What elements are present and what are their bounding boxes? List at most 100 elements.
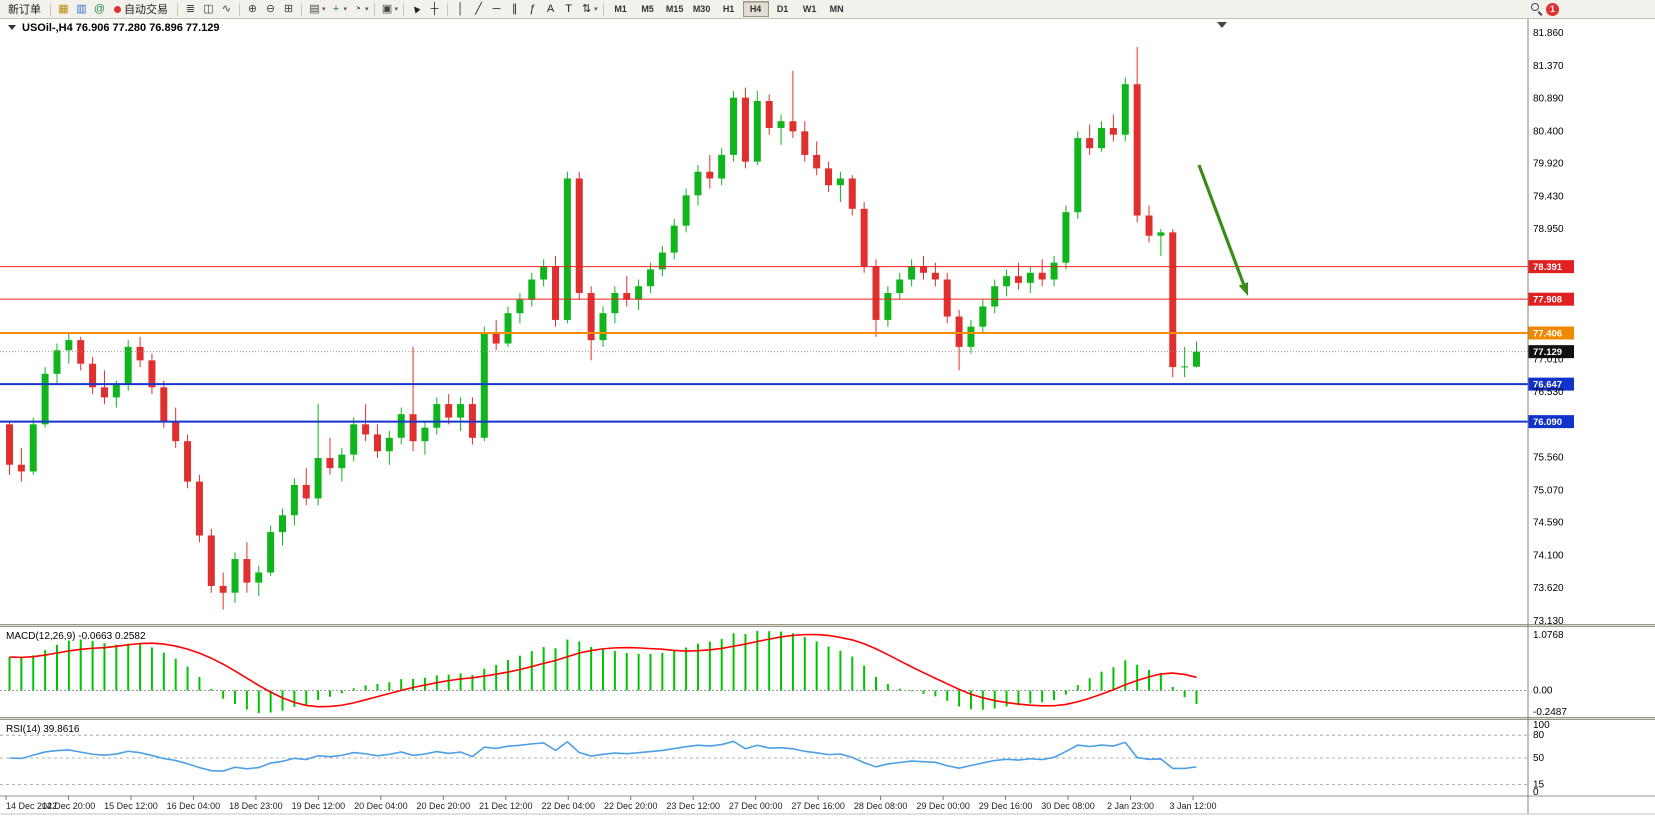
timeframe-m1[interactable]: M1	[614, 4, 627, 14]
price-axis-tick: 80.890	[1533, 93, 1564, 104]
candle-body	[17, 464, 25, 472]
price-axis-tick: 79.430	[1533, 192, 1564, 203]
trend-arrow-annotation[interactable]	[1197, 164, 1245, 285]
tile-windows-icon[interactable]: ⊞	[283, 2, 294, 15]
timeframe-m15[interactable]: M15	[665, 4, 684, 14]
price-axis-tick: 75.560	[1533, 452, 1564, 463]
autotrading-button-status-dot	[114, 5, 121, 13]
candle-body	[635, 286, 643, 300]
zoom-in-icon[interactable]: ⊕	[247, 2, 258, 15]
navigator-icon[interactable]: @	[93, 2, 106, 15]
candle-body	[741, 97, 749, 162]
timeframe-w1[interactable]: W1	[802, 4, 817, 14]
candle-body	[575, 178, 583, 293]
candle-body	[77, 340, 85, 364]
cursor-icon[interactable]: ▲	[408, 0, 425, 17]
period-icon[interactable]: ◔	[354, 2, 361, 15]
time-axis-label: 22 Dec 20:00	[604, 801, 658, 811]
period-icon-caret[interactable]: ▾	[365, 6, 369, 13]
market-watch-icon[interactable]: ▦	[58, 2, 69, 15]
candle-body	[1109, 127, 1117, 135]
candlestick-chart-icon[interactable]: ◫	[203, 2, 214, 15]
time-axis-label: 23 Dec 12:00	[666, 801, 720, 811]
candles	[6, 47, 1200, 610]
candle-body	[967, 326, 975, 347]
arrows-icon[interactable]: ⇅	[581, 2, 592, 15]
trendline-icon[interactable]: ╱	[475, 2, 482, 15]
price-axis[interactable]: 78.391 77.908 77.406 77.129 76.647 76.090 81.8…	[1528, 28, 1574, 798]
support-line-lower-tag	[1528, 415, 1574, 429]
timeframe-m5[interactable]: M5	[641, 4, 654, 14]
candle-body	[599, 313, 607, 341]
notification-badge[interactable]: 1	[1546, 2, 1559, 16]
new-chart-icon-caret[interactable]: ▾	[343, 6, 348, 13]
rsi-axis-tick: 0	[1533, 787, 1539, 798]
label-icon[interactable]: T	[565, 2, 572, 15]
candle-body	[350, 424, 358, 455]
arrows-icon-caret[interactable]: ▾	[594, 6, 598, 13]
candle-body	[112, 383, 120, 398]
timeframe-h4[interactable]: H4	[742, 1, 769, 17]
search-icon[interactable]	[1528, 2, 1545, 17]
chart-canvas[interactable]: 78.391 77.908 77.406 77.129 76.647 76.090 81.8…	[0, 19, 1655, 822]
template-icon-caret[interactable]: ▾	[394, 6, 399, 13]
candle-body	[646, 269, 654, 287]
candle-body	[765, 101, 773, 128]
time-axis-label: 19 Dec 12:00	[292, 801, 346, 811]
time-axis-label: 15 Dec 12:00	[104, 801, 158, 811]
chart-area[interactable]: 78.391 77.908 77.406 77.129 76.647 76.090 81.8…	[0, 19, 1655, 822]
arrange-windows-icon-caret[interactable]: ▾	[322, 6, 326, 13]
candle-body	[552, 266, 560, 320]
macd-pane[interactable]: MACD(12,26,9) -0.0663 0.2582	[0, 631, 1528, 713]
line-chart-icon[interactable]: ∿	[221, 2, 232, 15]
toolbar-separator	[602, 2, 604, 16]
candle-body	[825, 168, 833, 186]
new-chart-icon[interactable]: +	[332, 2, 340, 15]
price-axis-tick: 81.370	[1533, 61, 1564, 72]
crosshair-icon[interactable]: ┼	[430, 2, 439, 15]
timeframe-d1[interactable]: D1	[776, 4, 789, 14]
chart-shift-marker[interactable]	[1217, 22, 1227, 28]
candle-body	[836, 178, 844, 186]
current-price-line-tag	[1528, 345, 1574, 359]
candle-body	[611, 292, 619, 314]
timeframe-m30[interactable]: M30	[692, 4, 711, 14]
new-order-button[interactable]: 新订单	[3, 2, 46, 17]
template-icon[interactable]: ▣	[381, 2, 393, 15]
pane-separator[interactable]	[0, 624, 1655, 627]
data-window-icon[interactable]: ▥	[76, 2, 87, 15]
rsi-pane[interactable]: RSI(14) 39.8616	[0, 724, 1528, 785]
text-icon[interactable]: A	[546, 2, 555, 15]
price-lines	[0, 266, 1528, 423]
candle-body	[89, 363, 97, 388]
time-axis-label: 3 Jan 12:00	[1169, 801, 1216, 811]
horizontal-line-icon[interactable]: ─	[492, 2, 501, 15]
fibonacci-icon[interactable]: ƒ	[529, 2, 536, 15]
zoom-out-icon[interactable]: ⊖	[265, 2, 276, 15]
candle-body	[302, 484, 310, 499]
arrange-windows-icon[interactable]: ▤	[309, 2, 320, 15]
candle-body	[1181, 366, 1189, 368]
candle-body	[730, 97, 738, 155]
vertical-line-icon[interactable]: │	[457, 2, 464, 15]
time-axis-label: 14 Dec 2022	[6, 801, 57, 811]
price-axis-tick: 77.010	[1533, 355, 1564, 366]
trend-arrow-head	[1238, 282, 1249, 296]
candle-body	[421, 427, 429, 442]
timeframe-mn[interactable]: MN	[829, 4, 844, 14]
candle-body	[397, 414, 405, 438]
candle-body	[1003, 276, 1011, 287]
one-click-trading-toggle[interactable]	[8, 25, 16, 30]
timeframe-h1[interactable]: H1	[722, 4, 735, 14]
macd-axis-zero: 0.00	[1533, 686, 1553, 697]
pane-separator[interactable]	[0, 717, 1655, 720]
candle-body	[955, 316, 963, 347]
candle-body	[694, 171, 702, 196]
channel-icon[interactable]: ∥	[511, 2, 518, 15]
autotrading-button[interactable]: 自动交易	[109, 2, 173, 17]
bar-chart-icon[interactable]: ≣	[185, 2, 196, 15]
candle-body	[1014, 276, 1022, 283]
time-axis-label: 30 Dec 08:00	[1041, 801, 1095, 811]
candle-body	[884, 292, 892, 320]
